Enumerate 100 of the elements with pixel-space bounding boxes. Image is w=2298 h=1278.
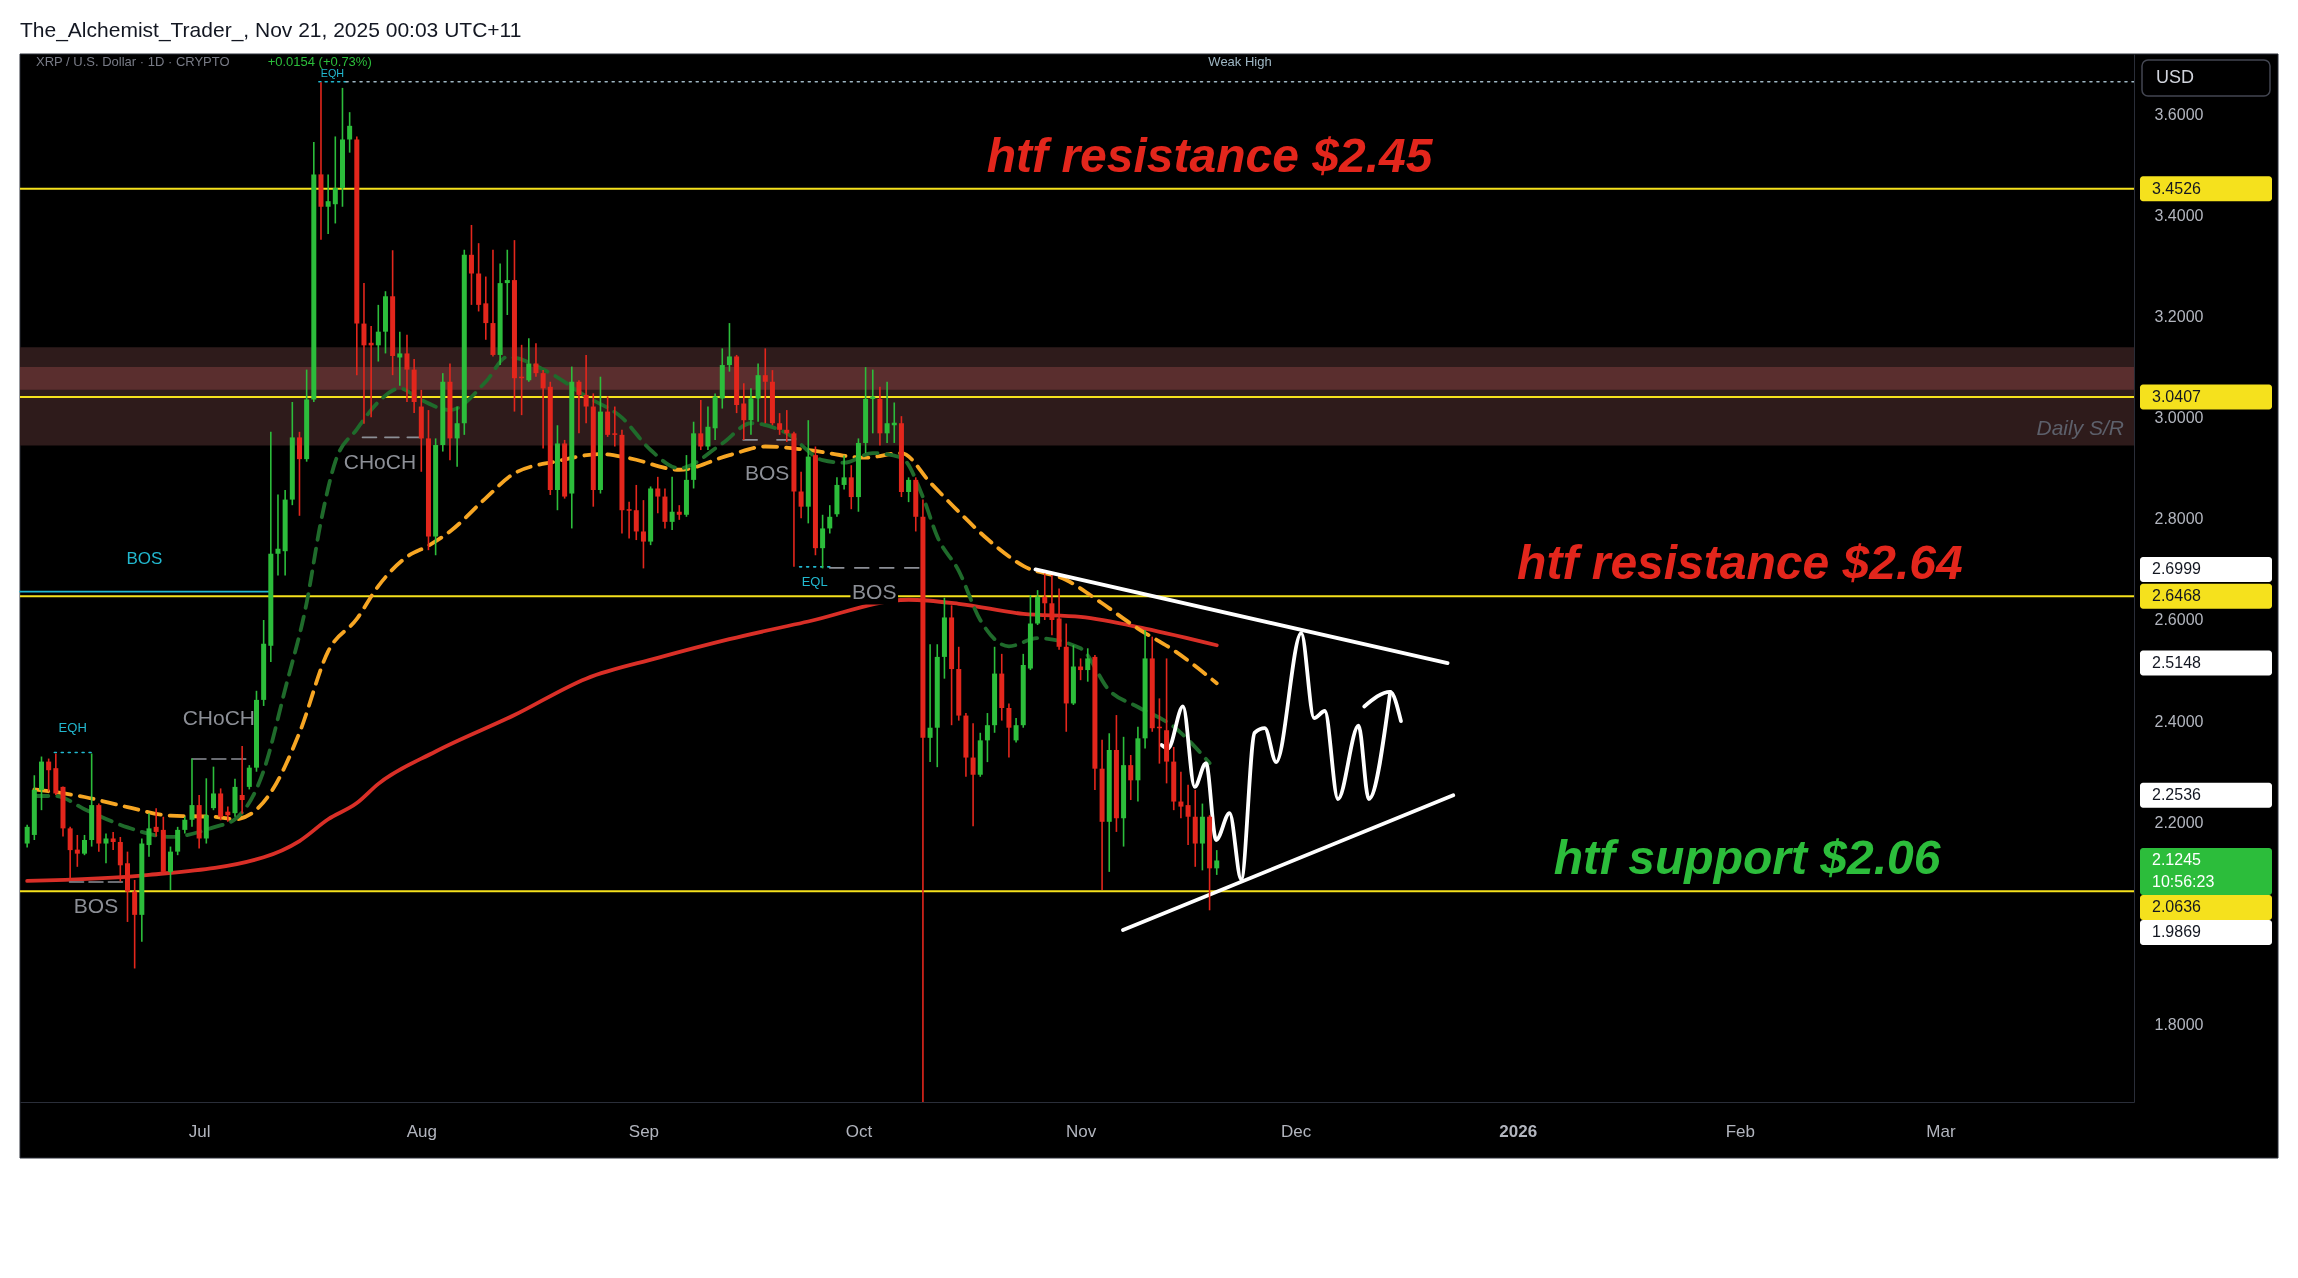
annotation: htf support $2.06	[1553, 831, 1941, 885]
candlestick	[605, 395, 611, 438]
candlestick	[332, 135, 338, 225]
y-tick-label: 2.8000	[2154, 510, 2204, 528]
y-tick-label: 2.6000	[2154, 611, 2204, 629]
x-tick-label: Sep	[628, 1121, 660, 1141]
candlestick	[24, 824, 30, 849]
candlestick	[820, 513, 826, 570]
candlestick	[583, 354, 589, 425]
candlestick	[984, 712, 990, 763]
candlestick	[397, 330, 403, 387]
candlestick	[576, 379, 582, 435]
y-axis-title: USD	[2156, 67, 2195, 87]
x-tick-label: Dec	[1280, 1121, 1312, 1141]
chart-subtitle: +0.0154 (+0.73%)	[267, 53, 372, 69]
series-label: BOS	[744, 460, 790, 484]
candlestick	[325, 173, 331, 235]
candlestick	[626, 500, 632, 540]
y-tick-label: 2.2000	[2154, 813, 2204, 831]
line-series	[32, 444, 1219, 822]
candlestick	[132, 879, 138, 970]
candlestick	[798, 470, 804, 520]
text: 2.2536	[2152, 786, 2202, 804]
x-tick-label: Aug	[406, 1121, 437, 1141]
text: 2.1245	[2152, 851, 2202, 869]
candlestick	[1006, 702, 1012, 759]
candlestick	[110, 831, 116, 851]
candlestick	[1178, 770, 1184, 820]
series-label: EQL	[801, 574, 828, 590]
candlestick	[361, 282, 367, 425]
text: The_Alchemist_Trader_, Nov 21, 2025 00:03 UTC+11	[20, 18, 522, 42]
text: 10:56:23	[2152, 873, 2215, 891]
candlestick	[748, 387, 754, 436]
candlestick	[153, 807, 159, 838]
candlestick	[74, 834, 80, 868]
x-tick-label: Oct	[845, 1121, 873, 1141]
candlestick	[103, 832, 109, 865]
text: 2.6999	[2152, 560, 2202, 578]
x-tick-label: Mar	[1926, 1121, 1956, 1141]
candlestick	[239, 745, 245, 815]
candlestick	[705, 405, 711, 451]
candlestick	[533, 342, 539, 378]
candlestick	[296, 431, 302, 517]
series-label: EQH	[58, 719, 87, 735]
candlestick	[454, 405, 460, 468]
x-tick-label: Feb	[1725, 1121, 1756, 1141]
candlestick	[210, 765, 216, 811]
ref-line-label: 2.0636	[2152, 898, 2202, 916]
candlestick	[46, 757, 52, 793]
candlestick	[655, 476, 661, 515]
y-tick-label: 3.4000	[2154, 206, 2204, 224]
y-tick-label: 3.0000	[2154, 409, 2204, 427]
x-tick-label: 2026	[1499, 1121, 1538, 1141]
ref-line-label: 2.6468	[2152, 587, 2202, 605]
candlestick	[504, 248, 510, 316]
annotation: htf resistance $2.64	[1517, 536, 1963, 590]
annotation: htf resistance $2.45	[986, 128, 1434, 182]
candlestick	[175, 826, 181, 856]
candlestick	[970, 722, 976, 828]
series-label: BOS	[126, 549, 163, 569]
candlestick	[741, 382, 747, 441]
x-tick-label: Nov	[1065, 1121, 1097, 1141]
y-tick-label: 1.8000	[2154, 1016, 2204, 1034]
y-tick-label: 3.2000	[2154, 308, 2204, 326]
candlestick	[146, 812, 152, 858]
candlestick	[167, 845, 173, 891]
band-label: Daily S/R	[2036, 416, 2124, 440]
candlestick	[906, 476, 912, 503]
candlestick	[848, 464, 854, 511]
candlestick	[884, 380, 890, 444]
candlestick	[755, 362, 761, 423]
candlestick	[81, 834, 87, 856]
candlestick	[1214, 849, 1220, 876]
candlestick	[777, 412, 783, 436]
series-label: BOS	[852, 580, 897, 604]
candlestick	[726, 322, 732, 373]
candlestick	[762, 347, 768, 425]
candlestick	[827, 504, 833, 535]
text: 2.5148	[2152, 654, 2202, 672]
x-tick-label: Jul	[188, 1121, 211, 1141]
candlestick	[669, 476, 675, 531]
candlestick	[526, 337, 532, 383]
ref-line-label: 3.0407	[2152, 388, 2202, 406]
series-label: CHoCH	[182, 706, 256, 730]
chart-title: XRP / U.S. Dollar · 1D · CRYPTO	[36, 53, 230, 69]
series-label: Weak High	[1208, 53, 1272, 69]
candlestick	[483, 275, 489, 341]
candlestick	[870, 368, 876, 435]
candlestick	[347, 111, 353, 154]
candlestick	[676, 504, 682, 521]
y-tick-label: 3.6000	[2154, 105, 2204, 123]
candlestick	[1128, 754, 1134, 801]
candlestick	[246, 764, 252, 791]
candlestick	[640, 499, 646, 570]
text: 1.9869	[2152, 923, 2202, 941]
candlestick	[927, 643, 933, 763]
candlestick	[203, 777, 209, 845]
candlestick	[698, 399, 704, 451]
candlestick	[404, 333, 410, 403]
candlestick	[612, 405, 618, 448]
